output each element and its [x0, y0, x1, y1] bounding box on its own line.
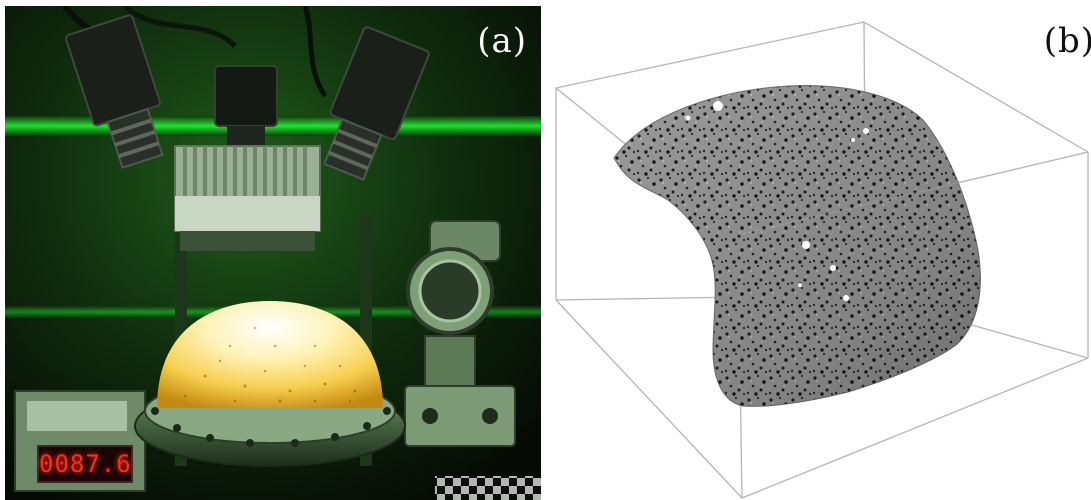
box-edge-overlay — [737, 151, 1089, 236]
cable-2 — [123, 6, 237, 48]
camera-icon — [323, 26, 430, 181]
counter-housing-top — [27, 401, 127, 431]
panel-a-label: (a) — [477, 21, 527, 61]
flange-bolts — [151, 407, 391, 447]
dome-speckles — [183, 326, 357, 403]
light-source-heatsink — [174, 145, 321, 251]
reconstruction-plot — [555, 21, 1089, 499]
counter-display: 0087.6 — [37, 445, 133, 483]
panel-b-reconstruction: (b) — [548, 0, 1091, 500]
panel-a-photo: 0087.6 (a) — [5, 6, 541, 500]
cable-3 — [302, 6, 328, 98]
surface-shading — [614, 85, 981, 407]
checkerboard-target — [435, 476, 541, 500]
camera-icon — [65, 14, 164, 169]
panel-b-label: (b) — [1043, 21, 1091, 61]
gauge-icon — [404, 220, 516, 447]
glowing-dome — [157, 301, 383, 408]
setup-photo — [5, 6, 541, 500]
surface-gaps — [685, 101, 869, 301]
